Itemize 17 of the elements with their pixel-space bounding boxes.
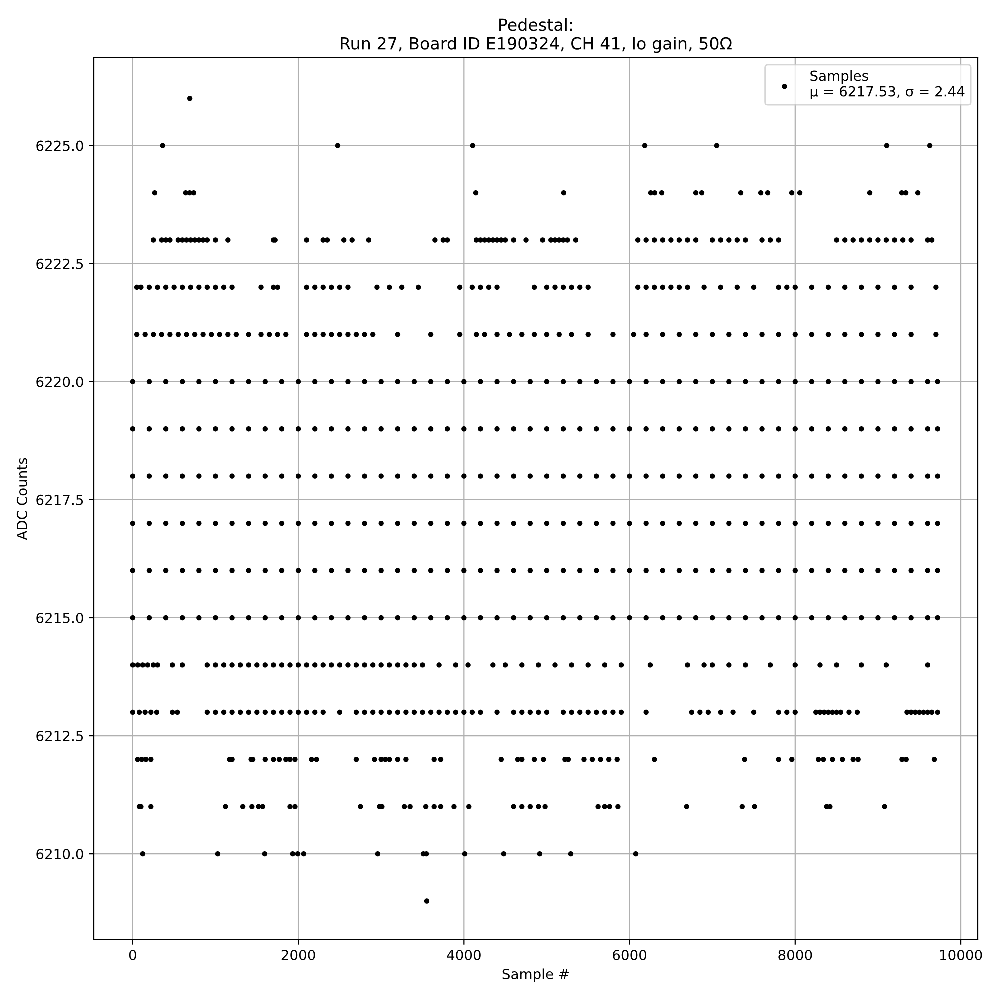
legend-label: Samples μ = 6217.53, σ = 2.44 <box>810 70 965 100</box>
y-tick-label: 6217.5 <box>36 494 84 506</box>
y-tick-label: 6222.5 <box>36 258 84 270</box>
x-axis-title: Sample # <box>502 968 569 982</box>
x-tick-label: 10000 <box>940 950 982 960</box>
x-tick-label: 0 <box>129 950 136 960</box>
x-tick-label: 8000 <box>778 950 812 960</box>
y-tick-label: 6215.0 <box>36 612 84 624</box>
x-tick-label: 6000 <box>613 950 647 960</box>
chart-title: Pedestal: Run 27, Board ID E190324, CH 41, lo gain, 50Ω <box>341 18 732 54</box>
x-tick-label: 4000 <box>447 950 481 960</box>
x-tick-label: 2000 <box>282 950 316 960</box>
y-tick-label: 6210.0 <box>36 849 84 860</box>
y-tick-label: 6225.0 <box>36 140 84 152</box>
y-tick-label: 6212.5 <box>36 730 84 742</box>
y-axis-title: ADC Counts <box>16 458 28 540</box>
y-tick-label: 6220.0 <box>36 376 84 388</box>
